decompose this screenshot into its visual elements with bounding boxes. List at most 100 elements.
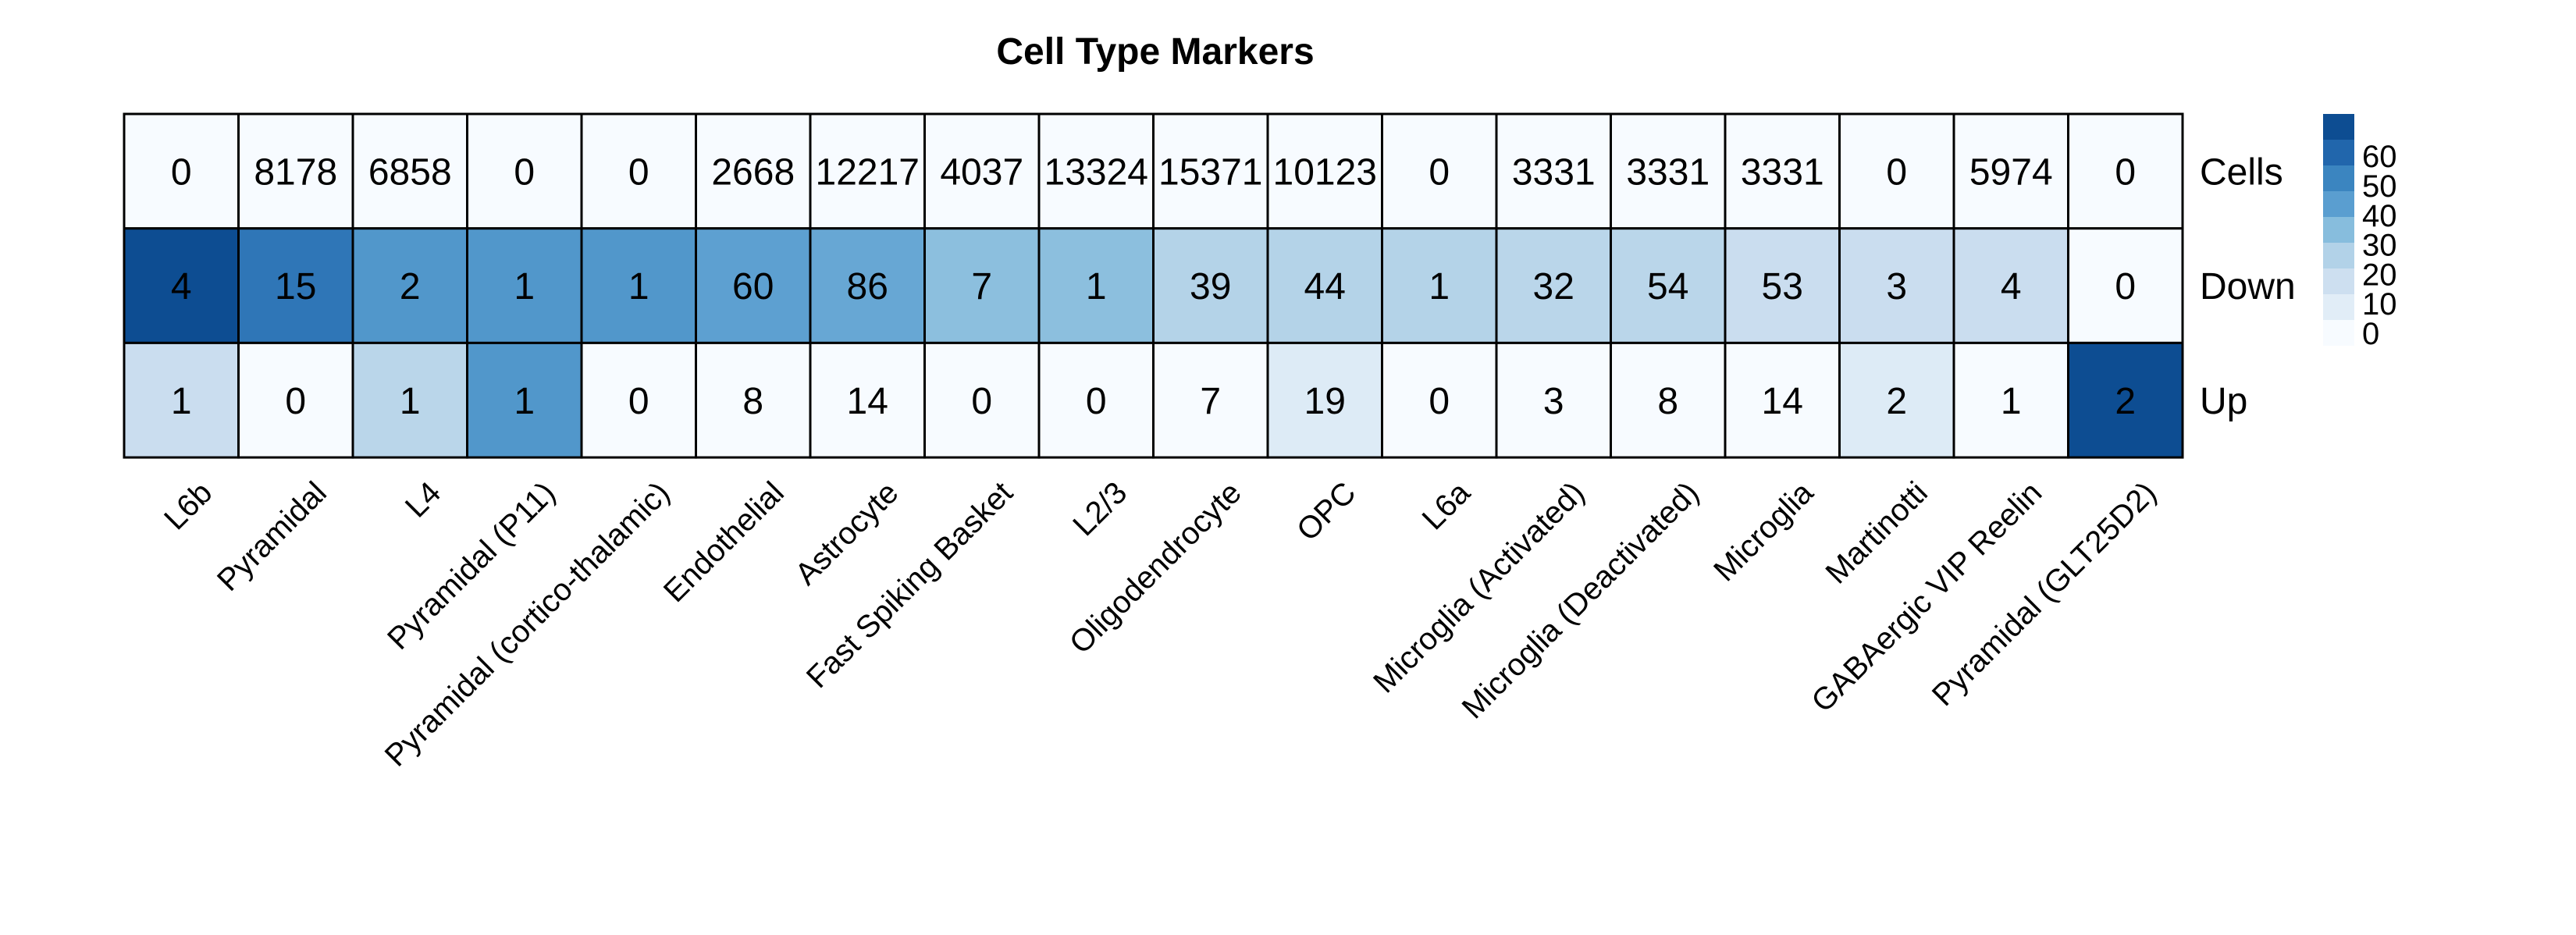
cell-label-up-4: 0 [628,381,649,422]
cell-label-down-6: 86 [847,266,888,308]
cell-label-cells-14: 3331 [1741,151,1824,193]
cell-label-down-1: 15 [275,266,316,308]
cell-label-down-11: 1 [1429,266,1450,308]
cell-label-cells-9: 15371 [1158,151,1262,193]
legend-tick-10: 10 [2362,287,2397,322]
cell-label-down-12: 32 [1533,266,1574,308]
heatmap-cell-cells-16 [1952,112,2069,230]
cell-label-cells-7: 4037 [940,151,1023,193]
heatmap-cell-cells-1 [237,112,354,230]
row-label-cells: Cells [2200,151,2283,193]
heatmap-cell-down-1 [237,227,354,344]
cell-label-down-0: 4 [171,266,192,308]
row-labels: Cells Down Up [2200,151,2296,421]
cell-label-up-6: 14 [847,381,888,422]
heatmap-cell-down-4 [580,227,697,344]
legend-swatch-5 [2323,243,2354,268]
cell-label-up-3: 1 [514,381,535,422]
heatmap-cell-up-2 [351,341,468,459]
heatmap-cell-cells-9 [1152,112,1269,230]
cell-label-down-17: 0 [2115,266,2136,308]
legend-swatch-0 [2323,114,2354,140]
column-label-17: Pyramidal (GLT25D2) [1926,475,2163,713]
heatmap-cell-down-17 [2067,227,2184,344]
column-label-15: Martinotti [1819,475,1934,590]
cell-label-up-11: 0 [1429,381,1450,422]
heatmap-cell-up-6 [809,341,926,459]
column-label-7: Fast Spiking Basket [800,475,1019,695]
cell-label-down-15: 3 [1886,266,1907,308]
heatmap-cell-up-9 [1152,341,1269,459]
cell-label-up-15: 2 [1886,381,1907,422]
heatmap-cell-up-16 [1952,341,2069,459]
heatmap-cell-up-3 [466,341,583,459]
row-label-up: Up [2200,381,2247,422]
cell-label-down-9: 39 [1190,266,1231,308]
heatmap-cell-cells-15 [1838,112,1955,230]
cell-label-cells-6: 12217 [816,151,920,193]
heatmap-cell-cells-0 [123,112,240,230]
cell-label-down-16: 4 [2001,266,2022,308]
heatmap-cell-down-3 [466,227,583,344]
legend-swatch-6 [2323,268,2354,294]
heatmap-cell-up-8 [1037,341,1155,459]
cell-label-down-4: 1 [628,266,649,308]
legend-swatch-8 [2323,320,2354,346]
column-label-5: Endothelial [657,475,791,609]
cell-label-down-2: 2 [400,266,421,308]
legend-tick-20: 20 [2362,258,2397,292]
cell-label-up-8: 0 [1086,381,1107,422]
column-label-12: Microglia (Activated) [1367,475,1591,699]
column-label-13: Microglia (Deactivated) [1456,475,1706,725]
heatmap-cell-cells-17 [2067,112,2184,230]
heatmap-cell-up-4 [580,341,697,459]
heatmap-cell-down-10 [1266,227,1383,344]
cell-label-cells-10: 10123 [1273,151,1377,193]
cell-label-up-10: 19 [1304,381,1346,422]
heatmap-cell-up-14 [1724,341,1841,459]
cell-label-down-13: 54 [1647,266,1688,308]
cell-label-cells-11: 0 [1429,151,1450,193]
column-label-1: Pyramidal [211,475,333,598]
legend-swatch-1 [2323,140,2354,165]
heatmap-cell-down-0 [123,227,240,344]
cell-label-down-3: 1 [514,266,535,308]
cell-label-down-10: 44 [1304,266,1346,308]
cell-label-up-0: 1 [171,381,192,422]
legend-tick-50: 50 [2362,169,2397,204]
cell-label-cells-17: 0 [2115,151,2136,193]
cell-label-cells-4: 0 [628,151,649,193]
cell-label-cells-1: 8178 [254,151,337,193]
heatmap-cell-up-10 [1266,341,1383,459]
heatmap-cells: 0 8178 6858 0 0 2668 12217 4037 13324 15371 10123 0… [123,112,2184,459]
heatmap-cell-down-8 [1037,227,1155,344]
chart-title: Cell Type Markers [996,31,1314,73]
cell-label-cells-15: 0 [1886,151,1907,193]
heatmap-cell-down-9 [1152,227,1269,344]
heatmap-cell-cells-11 [1381,112,1498,230]
heatmap-cell-up-17 [2067,341,2184,459]
column-label-10: OPC [1290,475,1362,547]
heatmap-cell-cells-5 [695,112,812,230]
column-label-14: Microglia [1707,475,1820,588]
column-label-6: Astrocyte [788,475,905,592]
legend-swatch-2 [2323,165,2354,191]
heatmap-cell-up-5 [695,341,812,459]
cell-label-cells-2: 6858 [368,151,452,193]
heatmap-cell-down-2 [351,227,468,344]
cell-label-up-1: 0 [285,381,306,422]
column-label-11: L6a [1416,475,1478,537]
legend-tick-40: 40 [2362,199,2397,233]
cell-label-down-7: 7 [971,266,992,308]
legend-swatch-3 [2323,191,2354,217]
heatmap-cell-up-13 [1610,341,1727,459]
cell-label-down-8: 1 [1086,266,1107,308]
heatmap-cell-up-11 [1381,341,1498,459]
legend-tick-0: 0 [2362,317,2379,351]
cell-label-up-16: 1 [2001,381,2022,422]
column-label-16: GABAergic VIP Reelin [1805,475,2048,719]
